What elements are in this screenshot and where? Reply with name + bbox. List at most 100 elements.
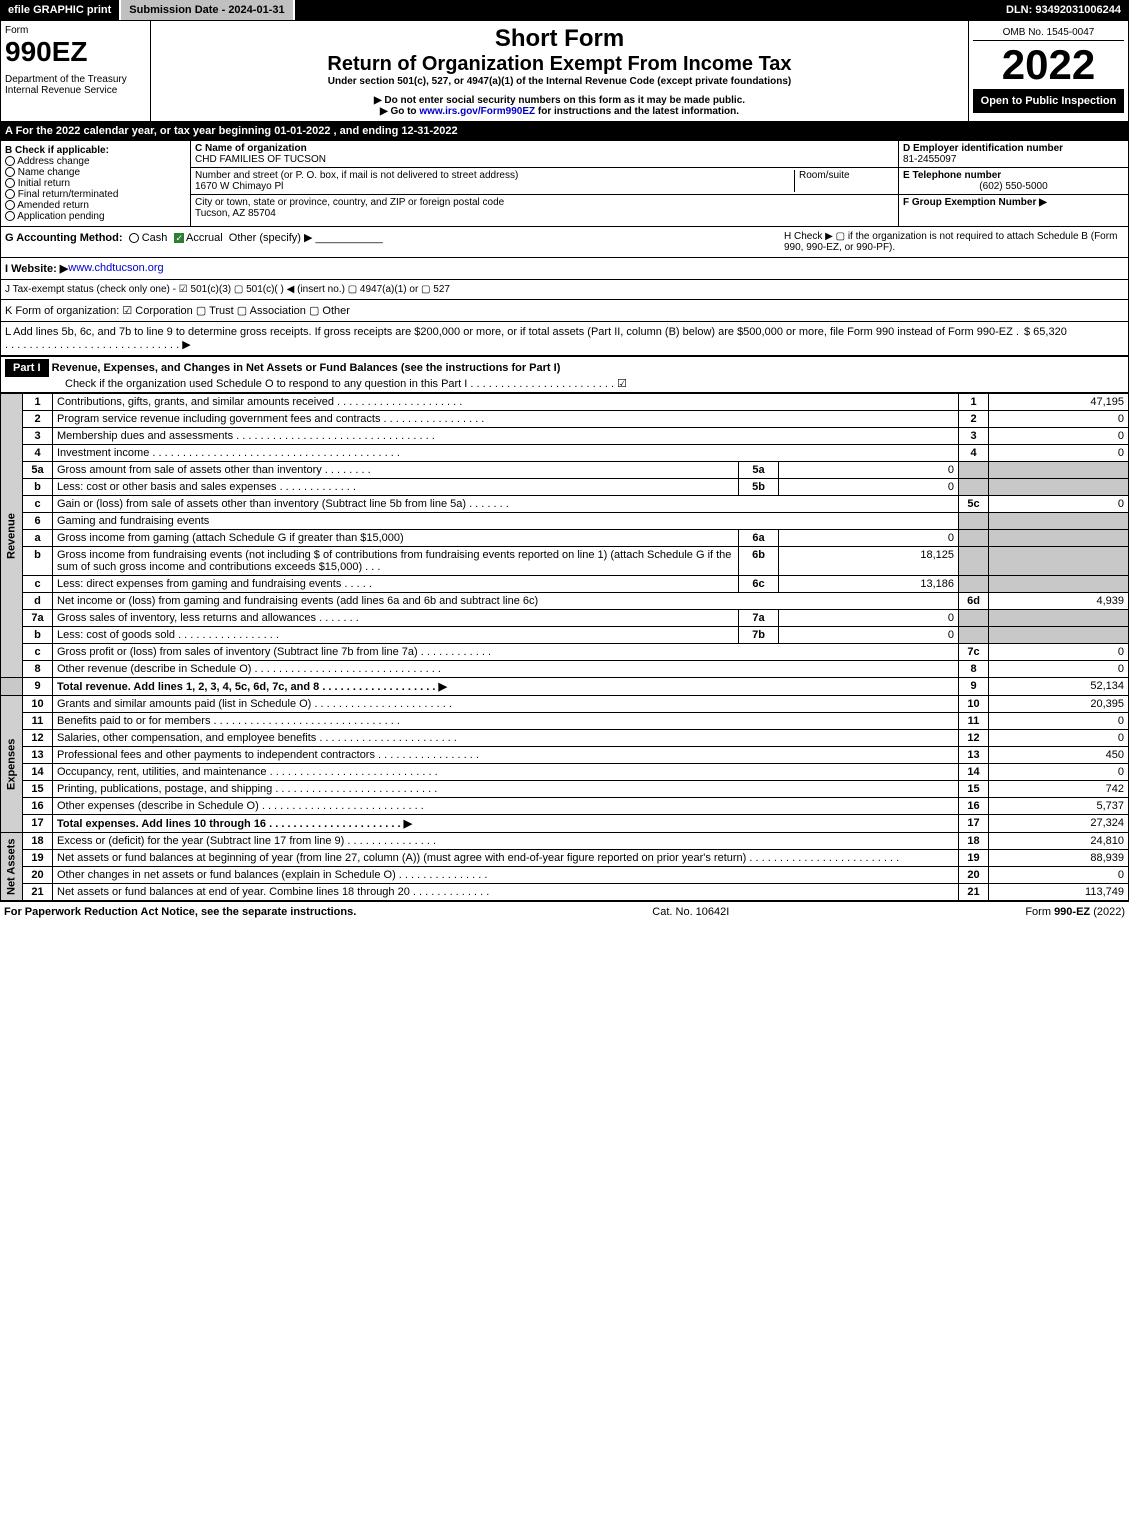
ein: 81-2455097 [903,154,956,165]
city-label: City or town, state or province, country… [195,197,504,208]
efile-print[interactable]: efile GRAPHIC print [0,0,121,20]
name-label: C Name of organization [195,143,307,154]
l5b-g2 [989,479,1129,496]
l7a-g1 [959,610,989,627]
l14-a: 0 [989,764,1129,781]
l6d-num: 6d [959,593,989,610]
l5c-d: Gain or (loss) from sale of assets other… [53,496,959,513]
l6b-sub: 6b [739,547,779,576]
l19-a: 88,939 [989,850,1129,867]
l3-d: Membership dues and assessments . . . . … [53,428,959,445]
part1-tag: Part I [5,359,49,377]
l10-n: 10 [23,696,53,713]
top-bar: efile GRAPHIC print Submission Date - 20… [0,0,1129,20]
l20-a: 0 [989,867,1129,884]
l13-a: 450 [989,747,1129,764]
l6-g2 [989,513,1129,530]
cb-final-return[interactable] [5,189,15,199]
l17-a: 27,324 [989,815,1129,833]
l6b-d: Gross income from fundraising events (no… [53,547,739,576]
l9-a: 52,134 [989,678,1129,696]
note-ssn: ▶ Do not enter social security numbers o… [155,95,964,106]
form-header: Form 990EZ Department of the Treasury In… [0,20,1129,122]
l6a-sa: 0 [779,530,959,547]
group-label: F Group Exemption Number ▶ [903,197,1047,208]
l7b-n: b [23,627,53,644]
l1-a: 47,195 [989,394,1129,411]
l5b-sa: 0 [779,479,959,496]
expenses-section: Expenses [1,696,23,833]
l7c-a: 0 [989,644,1129,661]
l11-d: Benefits paid to or for members . . . . … [53,713,959,730]
l5c-num: 5c [959,496,989,513]
l10-num: 10 [959,696,989,713]
netassets-section: Net Assets [1,833,23,901]
cb-name-change[interactable] [5,167,15,177]
l11-a: 0 [989,713,1129,730]
l15-num: 15 [959,781,989,798]
l20-num: 20 [959,867,989,884]
l2-a: 0 [989,411,1129,428]
l2-num: 2 [959,411,989,428]
lbl-name-change: Name change [18,167,80,178]
l6d-d: Net income or (loss) from gaming and fun… [53,593,959,610]
header-left: Form 990EZ Department of the Treasury In… [1,21,151,121]
form-number: 990EZ [5,36,146,68]
l16-n: 16 [23,798,53,815]
l15-d: Printing, publications, postage, and shi… [53,781,959,798]
l12-d: Salaries, other compensation, and employ… [53,730,959,747]
line-l-text: L Add lines 5b, 6c, and 7b to line 9 to … [5,326,1024,351]
omb: OMB No. 1545-0047 [973,25,1124,41]
l2-n: 2 [23,411,53,428]
l21-n: 21 [23,884,53,901]
l11-n: 11 [23,713,53,730]
l14-num: 14 [959,764,989,781]
title-return: Return of Organization Exempt From Incom… [155,53,964,76]
line-a: A For the 2022 calendar year, or tax yea… [0,122,1129,140]
submission-date: Submission Date - 2024-01-31 [121,0,294,20]
website-link[interactable]: www.chdtucson.org [68,262,163,275]
l6b-g2 [989,547,1129,576]
l2-d: Program service revenue including govern… [53,411,959,428]
line-i-label: I Website: ▶ [5,262,68,275]
city: Tucson, AZ 85704 [195,208,276,219]
l14-n: 14 [23,764,53,781]
l6-g1 [959,513,989,530]
l5b-n: b [23,479,53,496]
row-k: K Form of organization: ☑ Corporation ▢ … [0,300,1129,322]
l18-n: 18 [23,833,53,850]
title-short: Short Form [155,25,964,53]
l16-num: 16 [959,798,989,815]
cb-amended-return[interactable] [5,200,15,210]
l6b-g1 [959,547,989,576]
l6a-sub: 6a [739,530,779,547]
header-right: OMB No. 1545-0047 2022 Open to Public In… [968,21,1128,121]
irs-link[interactable]: www.irs.gov/Form990EZ [419,106,535,117]
revenue-section: Revenue [1,394,23,678]
rb-cash[interactable] [129,233,139,243]
rb-accrual[interactable] [174,233,184,243]
cb-address-change[interactable] [5,156,15,166]
lbl-accrual: Accrual [186,232,223,244]
cb-application-pending[interactable] [5,211,15,221]
l21-num: 21 [959,884,989,901]
box-c: C Name of organization CHD FAMILIES OF T… [191,141,898,226]
cb-initial-return[interactable] [5,178,15,188]
footer-right: Form 990-EZ (2022) [1025,906,1125,918]
box-d: D Employer identification number 81-2455… [898,141,1128,226]
l16-a: 5,737 [989,798,1129,815]
l7b-sa: 0 [779,627,959,644]
box-b-label: B Check if applicable: [5,145,109,156]
l6c-d: Less: direct expenses from gaming and fu… [53,576,739,593]
l5a-sa: 0 [779,462,959,479]
row-gh: G Accounting Method: Cash Accrual Other … [0,227,1129,258]
l10-d: Grants and similar amounts paid (list in… [53,696,959,713]
l6a-g2 [989,530,1129,547]
l6-d: Gaming and fundraising events [53,513,959,530]
l5c-n: c [23,496,53,513]
line-g-label: G Accounting Method: [5,232,123,244]
rev-spacer [1,678,23,696]
lbl-address-change: Address change [17,156,89,167]
l14-d: Occupancy, rent, utilities, and maintena… [53,764,959,781]
l20-d: Other changes in net assets or fund bala… [53,867,959,884]
